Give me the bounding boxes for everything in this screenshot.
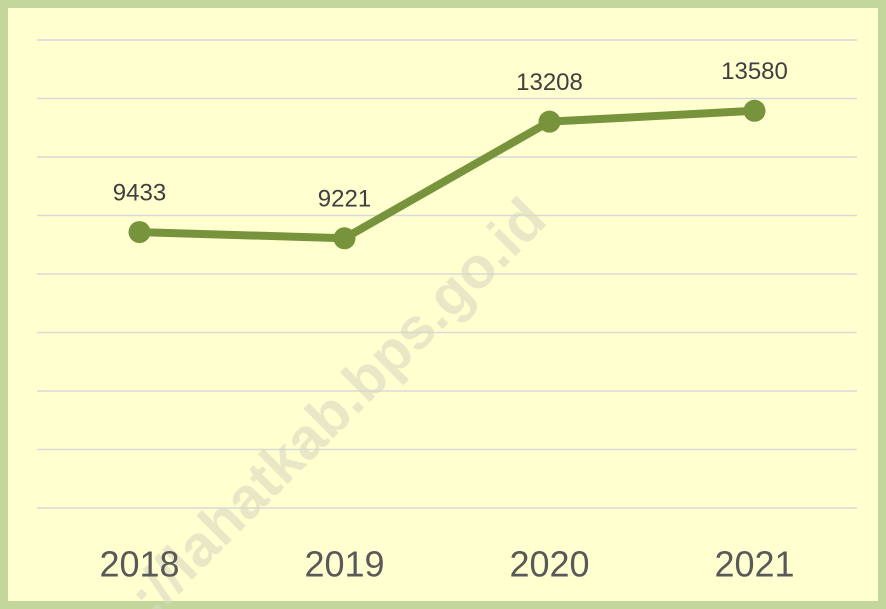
grid bbox=[37, 39, 857, 509]
marker bbox=[333, 227, 356, 250]
data-label: 9221 bbox=[318, 186, 371, 213]
marker bbox=[538, 110, 561, 133]
data-label: 13208 bbox=[516, 69, 583, 96]
plot: 2018 2019 2020 2021 9433 9221 13208 13580 bbox=[99, 58, 794, 584]
data-label: 13580 bbox=[721, 58, 788, 85]
x-tick-label: 2019 bbox=[304, 544, 384, 585]
data-label: 9433 bbox=[113, 179, 166, 206]
line bbox=[135, 106, 759, 243]
marker bbox=[743, 99, 766, 122]
x-tick-label: 2020 bbox=[509, 544, 589, 585]
marker bbox=[128, 221, 151, 244]
x-tick-label: 2018 bbox=[99, 544, 179, 585]
x-tick-label: 2021 bbox=[714, 544, 794, 585]
